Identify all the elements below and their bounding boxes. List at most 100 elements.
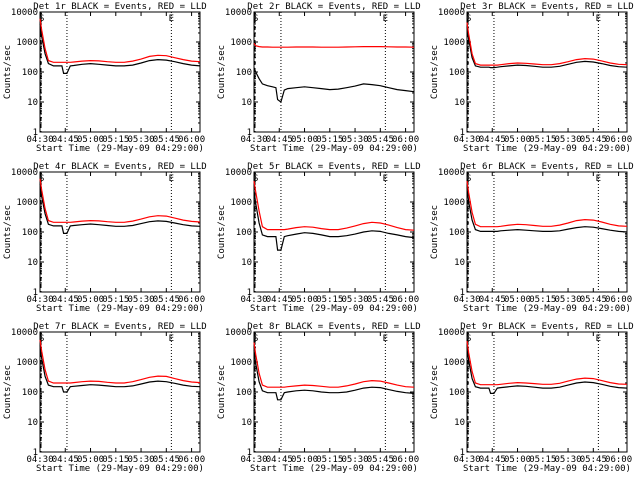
x-tick-label: 05:30 [342, 455, 369, 465]
x-tick-label: 05:45 [153, 455, 180, 465]
y-tick-label: 100 [236, 228, 252, 238]
interval-marker-e: E [596, 174, 601, 184]
y-tick-label: 10 [454, 98, 465, 108]
x-tick-label: 05:15 [316, 455, 343, 465]
chart-title: Det 2r BLACK = Events, RED = LLD [247, 2, 420, 12]
x-tick-label: 04:45 [266, 135, 293, 145]
plot-frame [39, 11, 201, 133]
y-axis-label: Counts/sec [217, 45, 227, 99]
y-tick-label: 10 [241, 258, 252, 268]
chart-panel: Det 5r BLACK = Events, RED = LLD 1 10 100 10… [217, 162, 421, 314]
x-tick-label: 06:00 [392, 295, 419, 305]
x-tick-label: 04:45 [52, 135, 79, 145]
x-tick-label: 05:30 [128, 295, 155, 305]
x-tick-label: 04:45 [52, 455, 79, 465]
y-tick-label: 1 [33, 128, 38, 138]
x-tick-label: 04:45 [479, 135, 506, 145]
x-tick-label: 05:00 [504, 455, 531, 465]
y-tick-label: 10 [27, 418, 38, 428]
y-tick-label: 1000 [16, 198, 38, 208]
y-tick-label: 1 [247, 448, 252, 458]
interval-marker-e: E [169, 174, 174, 184]
x-tick-label: 05:15 [529, 295, 556, 305]
x-tick-label: 04:30 [240, 135, 267, 145]
series-events [39, 183, 201, 234]
y-tick-label: 10 [241, 98, 252, 108]
series-lld [466, 180, 628, 228]
interval-marker-s: S [253, 334, 258, 344]
y-tick-label: 10000 [225, 168, 252, 178]
y-tick-label: 1000 [443, 358, 465, 368]
y-tick-label: 1000 [230, 38, 252, 48]
x-tick-label: 05:00 [291, 135, 318, 145]
interval-marker-s: S [466, 334, 471, 344]
series-events [466, 187, 628, 233]
x-tick-label: 06:00 [178, 295, 205, 305]
y-tick-label: 10000 [438, 8, 465, 18]
x-tick-label: 04:30 [26, 295, 53, 305]
x-tick-label: 05:45 [153, 135, 180, 145]
x-tick-label: 05:15 [316, 295, 343, 305]
x-tick-label: 04:30 [26, 455, 53, 465]
series-lld [466, 340, 628, 386]
y-tick-label: 100 [449, 228, 465, 238]
y-tick-label: 1 [247, 288, 252, 298]
series-lld [253, 342, 415, 388]
y-tick-label: 100 [22, 388, 38, 398]
x-tick-label: 06:00 [605, 455, 632, 465]
x-tick-label: 06:00 [605, 295, 632, 305]
x-tick-label: 06:00 [178, 455, 205, 465]
y-tick-label: 100 [22, 228, 38, 238]
x-axis-label: Start Time (29-May-09 04:29:00) [36, 304, 204, 314]
x-tick-label: 05:15 [529, 455, 556, 465]
y-tick-label: 10 [241, 418, 252, 428]
chart-panel: Det 8r BLACK = Events, RED = LLD 1 10 100 10… [217, 322, 421, 474]
y-tick-label: 1 [460, 448, 465, 458]
y-tick-label: 1000 [443, 198, 465, 208]
series-events [39, 23, 201, 75]
plot-frame [466, 331, 628, 453]
x-tick-label: 05:45 [367, 455, 394, 465]
plot-frame [253, 331, 415, 453]
chart-panel: Det 7r BLACK = Events, RED = LLD 1 10 100 10… [3, 322, 207, 474]
y-tick-label: 1 [33, 288, 38, 298]
x-tick-label: 05:30 [342, 295, 369, 305]
y-axis-label: Counts/sec [217, 365, 227, 419]
x-tick-label: 05:45 [580, 455, 607, 465]
x-tick-label: 05:45 [367, 295, 394, 305]
y-axis-label: Counts/sec [217, 205, 227, 259]
series-lld [253, 180, 415, 231]
series-lld [253, 43, 415, 48]
x-axis-label: Start Time (29-May-09 04:29:00) [463, 144, 631, 154]
chart-panel: Det 4r BLACK = Events, RED = LLD 1 10 100 10… [3, 162, 207, 314]
interval-marker-s: S [253, 174, 258, 184]
series-lld [39, 178, 201, 223]
y-tick-label: 10 [27, 98, 38, 108]
y-tick-label: 1 [460, 288, 465, 298]
plot-frame [253, 171, 415, 293]
interval-marker-e: E [596, 14, 601, 24]
interval-marker-e: E [383, 174, 388, 184]
x-axis-label: Start Time (29-May-09 04:29:00) [250, 464, 418, 474]
y-tick-label: 100 [449, 388, 465, 398]
y-tick-label: 1 [460, 128, 465, 138]
x-tick-label: 04:45 [479, 455, 506, 465]
chart-panel: Det 3r BLACK = Events, RED = LLD 1 10 100 10… [430, 2, 634, 154]
x-tick-label: 06:00 [392, 455, 419, 465]
plot-frame [466, 11, 628, 133]
x-tick-label: 05:15 [529, 135, 556, 145]
series-events [253, 190, 415, 251]
x-tick-label: 05:30 [342, 135, 369, 145]
y-tick-label: 1000 [443, 38, 465, 48]
y-tick-label: 10000 [225, 328, 252, 338]
x-tick-label: 05:45 [580, 295, 607, 305]
series-events [466, 347, 628, 394]
x-tick-label: 05:00 [77, 135, 104, 145]
x-tick-label: 05:45 [580, 135, 607, 145]
y-axis-label: Counts/sec [3, 365, 13, 419]
x-tick-label: 05:15 [102, 295, 129, 305]
y-tick-label: 10 [27, 258, 38, 268]
y-tick-label: 1000 [230, 358, 252, 368]
interval-marker-s: S [253, 14, 258, 24]
series-events [253, 350, 415, 401]
